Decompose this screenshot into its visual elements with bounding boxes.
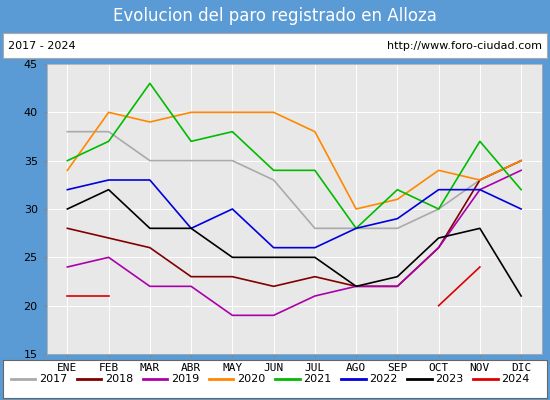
- Text: Evolucion del paro registrado en Alloza: Evolucion del paro registrado en Alloza: [113, 7, 437, 25]
- Text: 2017: 2017: [39, 374, 68, 384]
- Text: 2021: 2021: [303, 374, 332, 384]
- Text: 2024: 2024: [502, 374, 530, 384]
- Text: 2022: 2022: [370, 374, 398, 384]
- Text: http://www.foro-ciudad.com: http://www.foro-ciudad.com: [387, 41, 542, 51]
- Text: 2023: 2023: [436, 374, 464, 384]
- Text: 2017 - 2024: 2017 - 2024: [8, 41, 76, 51]
- Text: 2018: 2018: [105, 374, 134, 384]
- Text: 2020: 2020: [237, 374, 266, 384]
- Text: 2019: 2019: [171, 374, 200, 384]
